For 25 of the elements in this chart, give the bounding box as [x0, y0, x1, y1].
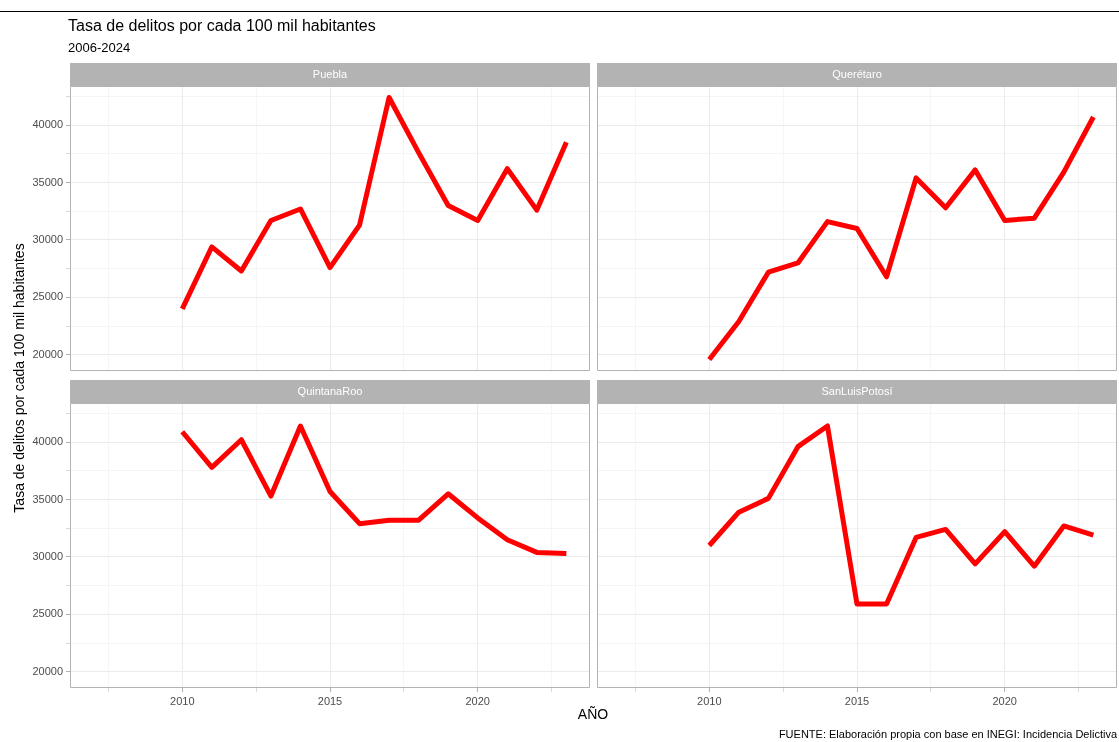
y-tick-label: 35000: [32, 175, 63, 188]
text: AÑO: [577, 706, 609, 722]
x-tick-label: 2020: [465, 694, 490, 707]
x-tick-label: 2015: [844, 694, 870, 707]
y-tick-label: 40000: [32, 118, 63, 131]
x-tick-label: 2010: [697, 694, 722, 707]
chart-title: QuintanaRoo: [70, 380, 590, 403]
x-tick-label: 2015: [317, 694, 343, 707]
chart-title: Puebla: [70, 63, 590, 86]
y-tick-label: 25000: [32, 290, 63, 303]
text: Tasa de delitos por cada 100 mil habitantes: [11, 243, 27, 513]
chart-title: SanLuisPotosí: [597, 380, 1117, 403]
text: 2006-2024: [68, 40, 131, 55]
y-tick-label: 40000: [32, 435, 63, 448]
x-tick-label: 2010: [170, 694, 195, 707]
chart-title: Querétaro: [597, 63, 1117, 86]
y-tick-label: 30000: [32, 550, 63, 563]
y-tick-label: 35000: [32, 492, 63, 505]
text: Tasa de delitos por cada 100 mil habitantes: [68, 17, 376, 35]
y-tick-label: 30000: [32, 233, 63, 246]
y-tick-label: 20000: [32, 664, 63, 677]
source-note: FUENTE: Elaboración propia con base en INEGI: Incidencia Delictiva: [778, 728, 1117, 740]
y-tick-label: 20000: [32, 347, 63, 360]
x-tick-label: 2020: [992, 694, 1017, 707]
y-tick-label: 25000: [32, 607, 63, 620]
